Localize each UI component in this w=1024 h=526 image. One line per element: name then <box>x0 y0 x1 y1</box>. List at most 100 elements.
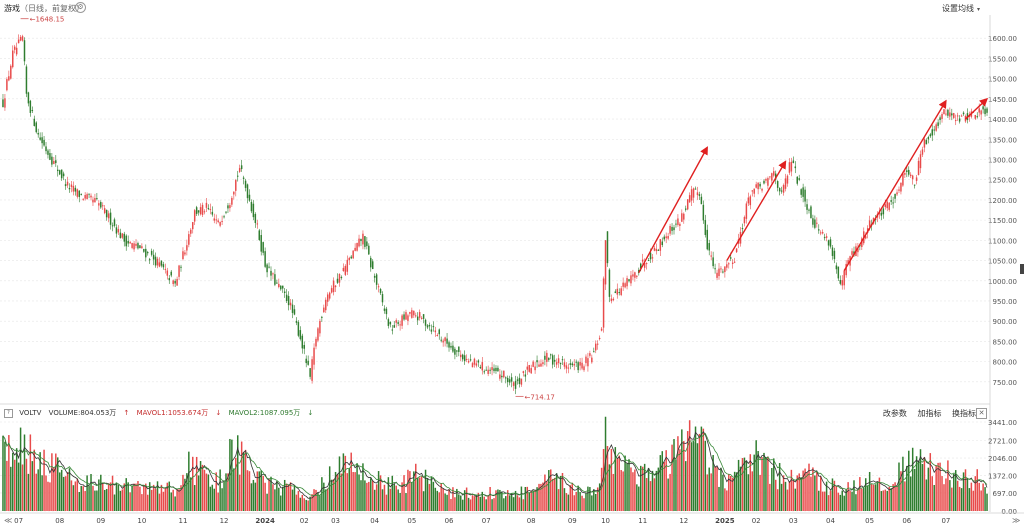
volume-bar-up <box>837 492 840 511</box>
volume-bar-up <box>896 485 898 511</box>
candle-down <box>792 160 795 163</box>
month-tick-label: 07 <box>14 517 23 525</box>
candle-up <box>724 266 726 273</box>
volume-bar-up <box>980 490 982 511</box>
candle-down <box>276 282 278 284</box>
candle-up <box>974 115 977 119</box>
candle-up <box>956 115 959 117</box>
trend-arrow <box>638 146 708 274</box>
set-moving-average-button[interactable]: 设置均线 ▾ <box>941 4 980 13</box>
volume-bar-up <box>74 481 77 511</box>
volume-bar-down <box>57 457 59 511</box>
candle-down <box>606 231 609 264</box>
volume-bar-down <box>503 498 505 511</box>
panel-resize-handle[interactable] <box>1020 264 1024 274</box>
candle-up <box>76 189 79 197</box>
volume-bar-up <box>244 449 247 511</box>
candle-down <box>35 122 37 133</box>
volume-bar-up <box>573 495 575 511</box>
volume-bar-down <box>636 484 638 511</box>
candle-down <box>469 359 472 361</box>
volume-bar-up <box>289 482 292 511</box>
candle-up <box>4 98 6 108</box>
volume-bar-up <box>55 453 57 511</box>
candle-up <box>634 272 636 278</box>
scroll-right-icon[interactable]: ≫ <box>1012 516 1020 525</box>
swap-indicator-button[interactable]: 换指标 <box>952 409 976 418</box>
change-params-button[interactable]: 改参数 <box>882 409 907 418</box>
volume-bar-down <box>96 490 98 511</box>
volume-bar-down <box>317 492 319 511</box>
candle-up <box>945 113 947 115</box>
candle-up <box>86 194 88 200</box>
volume-bar-up <box>35 473 37 511</box>
add-indicator-button[interactable]: 加指标 <box>917 409 942 418</box>
volume-bar-up <box>882 490 885 511</box>
volume-bar-up <box>43 449 45 511</box>
volume-bar-down <box>236 435 239 511</box>
candle-up <box>193 210 196 222</box>
candle-down <box>180 266 182 268</box>
volume-bar-down <box>460 495 462 511</box>
candle-down <box>274 274 276 285</box>
volume-bar-down <box>843 495 845 511</box>
candle-down <box>293 309 296 315</box>
volume-bar-up <box>340 473 343 511</box>
gear-icon[interactable]: ⚙ <box>75 2 86 13</box>
volume-bar-up <box>53 467 55 511</box>
candle-down <box>25 66 28 94</box>
candle-up <box>720 268 722 270</box>
candle-up <box>532 361 534 367</box>
volume-bar-down <box>58 472 61 511</box>
volume-bar-down <box>117 484 120 511</box>
candle-up <box>688 195 691 203</box>
candle-up <box>6 79 8 91</box>
volume-bar-down <box>211 484 214 511</box>
help-icon[interactable]: ? <box>4 408 13 418</box>
candle-up <box>442 340 444 343</box>
candle-down <box>264 251 266 267</box>
close-icon[interactable]: ✕ <box>976 408 987 419</box>
candle-up <box>156 258 159 266</box>
volume-bar-up <box>141 494 143 511</box>
candle-up <box>325 299 327 311</box>
volume-bar-down <box>446 494 448 511</box>
candle-up <box>665 236 667 239</box>
candle-up <box>407 315 409 321</box>
volume-bar-down <box>281 486 284 511</box>
month-tick-label: 08 <box>55 517 64 525</box>
candle-down <box>387 319 390 326</box>
volume-bar-up <box>786 489 789 511</box>
volume-bar-up <box>477 492 480 511</box>
volume-bar-up <box>401 482 403 511</box>
volume-bar-up <box>792 480 795 511</box>
candle-up <box>21 36 24 41</box>
candle-up <box>473 358 476 365</box>
candle-up <box>199 207 202 215</box>
volume-bar-up <box>671 444 673 511</box>
volume-tick-label: 0.00 <box>1001 508 1017 516</box>
volume-bar-down <box>94 490 96 511</box>
candle-down <box>260 235 262 252</box>
volume-bar-down <box>72 485 75 511</box>
candle-down <box>78 190 81 197</box>
candle-down <box>577 362 579 371</box>
volume-bar-up <box>352 472 354 511</box>
volume-bar-up <box>716 466 718 511</box>
volume-bar-up <box>262 475 264 511</box>
candle-down <box>430 329 433 332</box>
candle-down <box>501 375 503 378</box>
volume-bar-down <box>209 486 212 511</box>
volume-bar-down <box>381 489 384 511</box>
candle-down <box>450 345 452 348</box>
candle-up <box>598 337 601 340</box>
candle-down <box>41 137 43 144</box>
volume-bar-up <box>804 468 806 511</box>
volume-bar-up <box>268 478 270 511</box>
candle-down <box>223 216 225 218</box>
volume-bar-up <box>751 471 754 511</box>
volume-bar-down <box>986 493 988 511</box>
scroll-left-icon[interactable]: ≪ <box>4 516 12 525</box>
volume-bar-up <box>215 472 217 511</box>
